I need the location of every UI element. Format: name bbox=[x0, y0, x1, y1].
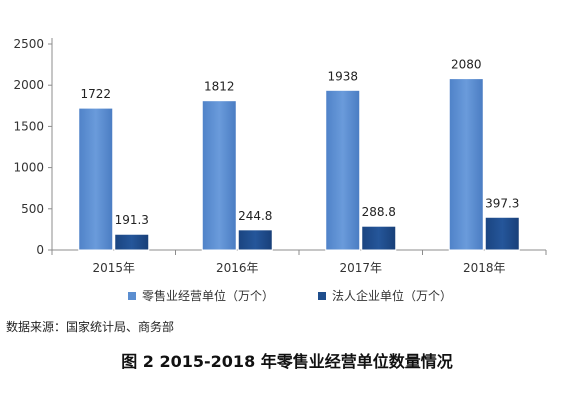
data-label: 1722 bbox=[80, 87, 111, 101]
data-label: 244.8 bbox=[238, 209, 272, 223]
legend-swatch bbox=[128, 292, 136, 300]
x-tick-label: 2018年 bbox=[463, 261, 506, 275]
bar-retail-units bbox=[201, 100, 237, 251]
legend-label: 零售业经营单位（万个） bbox=[142, 288, 274, 303]
data-label: 2080 bbox=[451, 58, 482, 72]
y-tick-label: 1000 bbox=[13, 161, 44, 175]
y-tick-label: 0 bbox=[36, 243, 44, 257]
y-tick-label: 500 bbox=[21, 202, 44, 216]
data-label: 1812 bbox=[204, 80, 235, 94]
legend-label: 法人企业单位（万个） bbox=[332, 288, 452, 303]
x-axis: 2015年 2016年 2017年 2018年 bbox=[51, 249, 547, 275]
source-note: 数据来源：国家统计局、商务部 bbox=[6, 320, 175, 334]
bar-retail-units bbox=[78, 107, 114, 251]
data-label: 191.3 bbox=[115, 213, 149, 227]
y-tick-label: 2500 bbox=[13, 37, 44, 51]
bar-legal-entities bbox=[237, 229, 273, 251]
data-label: 288.8 bbox=[362, 205, 396, 219]
legend-swatch bbox=[318, 292, 326, 300]
y-tick-label: 2000 bbox=[13, 78, 44, 92]
bar-retail-units bbox=[325, 89, 361, 251]
y-axis: 0 500 1000 1500 2000 2500 bbox=[13, 37, 53, 257]
data-labels: 1722 191.3 1812 244.8 1938 288.8 2080 397.3 bbox=[80, 58, 519, 228]
bar-legal-entities bbox=[484, 216, 520, 251]
x-tick-label: 2016年 bbox=[216, 261, 259, 275]
bar-legal-entities bbox=[361, 225, 397, 251]
bars bbox=[78, 78, 520, 251]
bar-retail-units bbox=[448, 78, 484, 251]
bar-legal-entities bbox=[114, 233, 150, 251]
data-label: 1938 bbox=[327, 69, 358, 83]
bar-chart: 0 500 1000 1500 2000 2500 2015年 2016年 2017年 2018… bbox=[13, 37, 547, 303]
chart-svg: 0 500 1000 1500 2000 2500 2015年 2016年 2017年 2018… bbox=[13, 37, 547, 303]
y-tick-label: 1500 bbox=[13, 119, 44, 133]
figure-caption: 图 2 2015-2018 年零售业经营单位数量情况 bbox=[121, 352, 453, 371]
legend: 零售业经营单位（万个） 法人企业单位（万个） bbox=[128, 288, 452, 303]
data-label: 397.3 bbox=[485, 196, 519, 210]
x-tick-label: 2017年 bbox=[339, 261, 382, 275]
x-tick-label: 2015年 bbox=[92, 261, 135, 275]
